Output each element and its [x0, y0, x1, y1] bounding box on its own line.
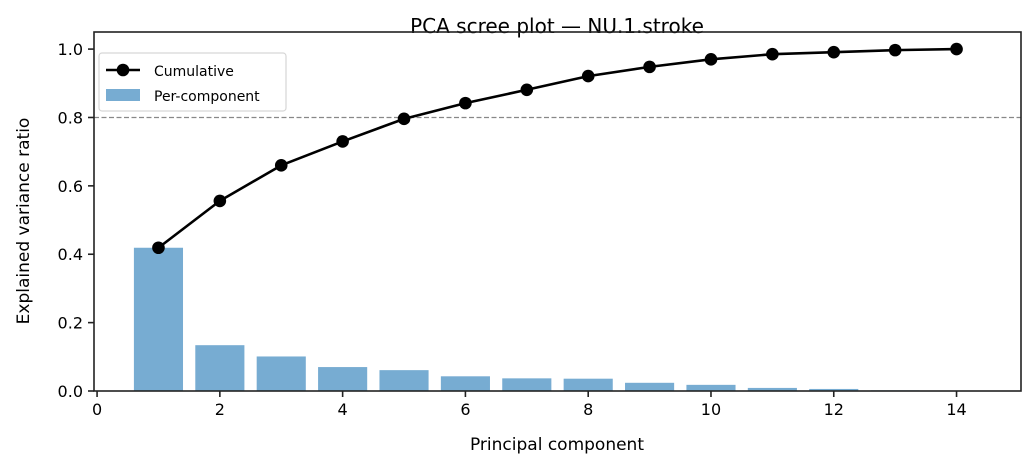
x-tick-label: 2 — [215, 400, 225, 419]
cumulative-marker-pc-8 — [582, 70, 595, 83]
y-tick-label: 1.0 — [58, 40, 83, 59]
x-tick-label: 14 — [946, 400, 966, 419]
cumulative-marker-pc-3 — [275, 159, 288, 172]
x-tick-label: 10 — [701, 400, 721, 419]
plot-area: 0 2 4 6 8 10 12 14 0.0 0.2 0.4 0.6 0.8 1.0 Cumulative P… — [58, 32, 1021, 419]
y-tick-label: 0.4 — [58, 245, 83, 264]
x-tick-label: 12 — [824, 400, 844, 419]
cumulative-marker-pc-1 — [152, 241, 165, 254]
bar-pc-4 — [318, 367, 367, 391]
legend-per-component-swatch-icon — [106, 89, 140, 101]
bar-pc-6 — [441, 376, 490, 391]
cumulative-marker-pc-2 — [214, 195, 227, 208]
x-axis-label: Principal component — [470, 435, 644, 455]
bar-pc-8 — [564, 379, 613, 391]
legend-label-cumulative: Cumulative — [154, 64, 234, 80]
cumulative-marker-pc-7 — [521, 83, 534, 96]
bar-pc-2 — [195, 345, 244, 391]
x-tick-label: 4 — [338, 400, 348, 419]
chart-title: PCA scree plot — NU.1.stroke — [410, 14, 704, 38]
cumulative-marker-pc-6 — [459, 97, 472, 110]
cumulative-marker-pc-10 — [705, 53, 718, 66]
cumulative-marker-pc-4 — [336, 135, 349, 148]
bar-pc-7 — [502, 378, 551, 391]
cumulative-marker-pc-11 — [766, 48, 779, 61]
bar-pc-9 — [625, 383, 674, 391]
y-axis-label: Explained variance ratio — [14, 118, 34, 325]
x-tick-label: 0 — [92, 400, 102, 419]
cumulative-marker-pc-9 — [643, 61, 656, 74]
y-tick-label: 0.0 — [58, 382, 83, 401]
y-tick-label: 0.2 — [58, 314, 83, 333]
bar-pc-3 — [257, 356, 306, 391]
cumulative-marker-pc-14 — [950, 43, 963, 56]
x-tick-label: 8 — [583, 400, 593, 419]
bar-pc-10 — [686, 385, 735, 391]
cumulative-marker-pc-13 — [889, 44, 902, 57]
legend-cumulative-marker-icon — [117, 64, 130, 77]
y-tick-label: 0.6 — [58, 177, 83, 196]
x-tick-label: 6 — [460, 400, 470, 419]
y-tick-label: 0.8 — [58, 108, 83, 127]
bar-pc-1 — [134, 248, 183, 391]
legend-label-per-component: Per-component — [154, 89, 260, 105]
cumulative-marker-pc-5 — [398, 113, 411, 126]
bar-pc-5 — [379, 370, 428, 391]
cumulative-marker-pc-12 — [827, 46, 840, 59]
